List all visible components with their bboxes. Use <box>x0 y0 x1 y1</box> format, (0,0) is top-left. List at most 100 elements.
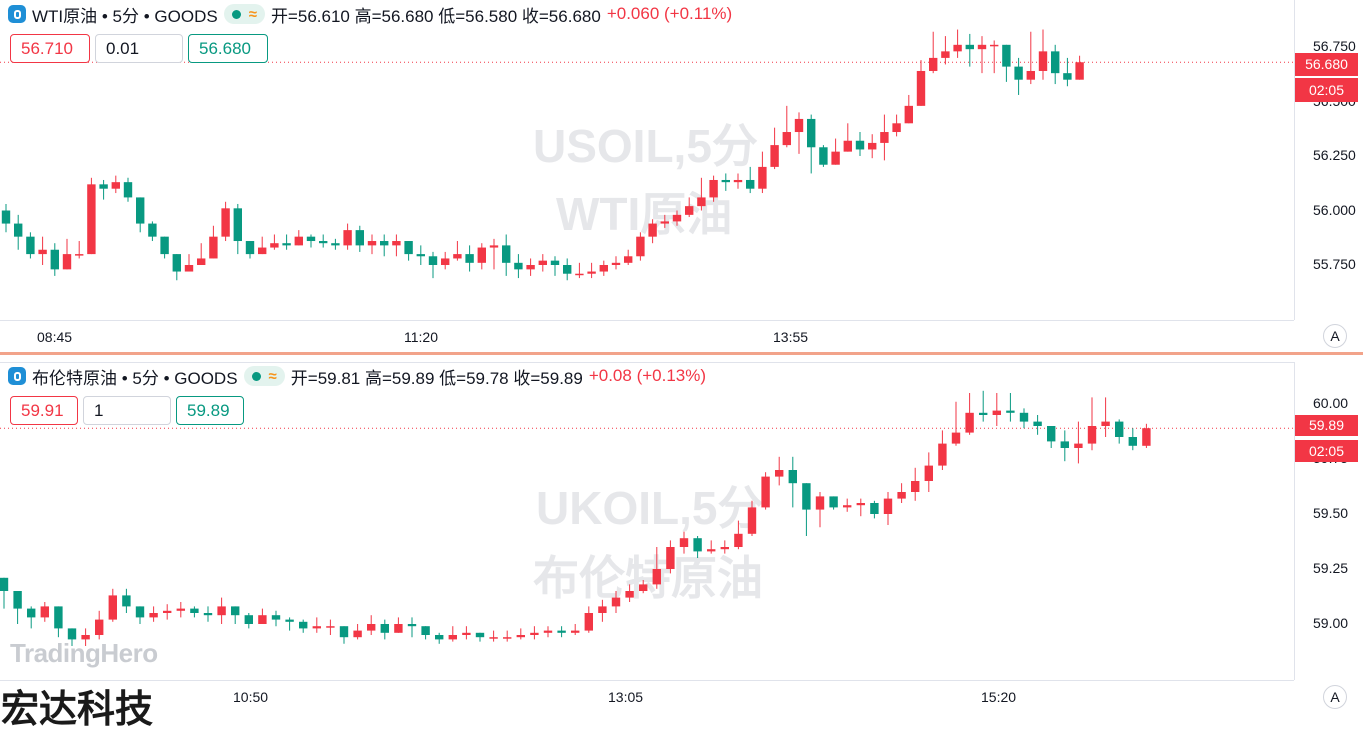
candle-body <box>697 197 706 207</box>
candle-body <box>148 223 157 237</box>
candle-body <box>184 265 194 272</box>
candle-body <box>502 245 511 263</box>
candle-body <box>285 619 294 622</box>
candle-body <box>707 549 716 552</box>
candle-body <box>26 236 35 255</box>
candle-body <box>462 632 471 635</box>
candle-body <box>575 273 584 276</box>
time-axis[interactable]: 08:45 11:20 13:55 <box>0 320 1294 353</box>
price-change: +0.08 (+0.13%) <box>588 366 707 385</box>
candle-body <box>428 256 438 265</box>
ohlc-values: 开=56.610 高=56.680 低=56.580 收=56.680 <box>270 6 601 26</box>
candle-body <box>965 44 974 50</box>
candlestick-chart[interactable] <box>0 0 1294 320</box>
watermark-name: 布伦特原油 <box>533 552 763 604</box>
exchange-logo-icon <box>8 5 26 23</box>
ohlc-values: 开=59.81 高=59.89 低=59.78 收=59.89 <box>290 368 583 388</box>
candle-body <box>720 547 729 550</box>
sell-button[interactable]: 59.91 <box>10 396 78 425</box>
candle-body <box>1115 421 1124 437</box>
watermark-symbol: UKOIL,5分 <box>536 482 764 534</box>
exchange-logo-icon <box>8 367 26 385</box>
candle-body <box>441 258 450 265</box>
candle-body <box>1019 412 1029 422</box>
candle-body <box>1074 443 1083 448</box>
candle-body <box>355 230 364 246</box>
candle-body <box>788 470 797 484</box>
candle-body <box>448 635 457 640</box>
candle-body <box>829 496 838 508</box>
price-tick-label: 56.000 <box>1313 201 1356 218</box>
auto-scale-button[interactable]: A <box>1323 685 1347 709</box>
candle-body <box>831 151 840 165</box>
buy-button[interactable]: 56.680 <box>188 34 268 63</box>
symbol-title[interactable]: WTI原油 • 5分 • GOODS <box>32 6 218 26</box>
buy-button[interactable]: 59.89 <box>176 396 244 425</box>
candle-body <box>319 241 328 244</box>
candle-body <box>421 626 430 635</box>
market-open-dot-icon <box>251 371 261 381</box>
candle-body <box>270 243 279 248</box>
candle-body <box>1128 437 1137 446</box>
candle-body <box>245 241 255 255</box>
candle-body <box>231 606 240 616</box>
candle-body <box>99 184 108 189</box>
candle-body <box>870 503 879 514</box>
candle-body <box>326 626 335 628</box>
candle-body <box>1002 44 1011 67</box>
auto-scale-button[interactable]: A <box>1323 324 1347 348</box>
symbol-title[interactable]: 布伦特原油 • 5分 • GOODS <box>32 368 238 388</box>
wti-chart-panel[interactable]: USOIL,5分 WTI原油 55.75056.00056.25056.5005… <box>0 0 1363 353</box>
price-tick-label: 56.250 <box>1313 147 1356 163</box>
time-label: 15:20 <box>981 689 1017 705</box>
sell-button[interactable]: 56.710 <box>10 34 90 63</box>
candle-body <box>294 236 303 246</box>
candle-body <box>299 621 308 629</box>
quantity-input[interactable]: 1 <box>83 396 171 425</box>
candle-body <box>802 483 811 510</box>
candle-body <box>135 606 145 618</box>
panel-gap <box>0 355 1363 363</box>
candle-body <box>761 476 770 508</box>
status-pill[interactable]: ≈ <box>223 4 265 24</box>
candle-body <box>733 179 743 183</box>
candle-body <box>1014 66 1023 80</box>
candle-body <box>624 256 633 263</box>
candle-body <box>331 243 340 246</box>
candle-body <box>951 432 961 444</box>
price-tick-label: 56.750 <box>1313 38 1356 54</box>
candle-body <box>343 230 352 246</box>
market-open-dot-icon <box>231 9 241 19</box>
candle-body <box>897 492 906 499</box>
candle-body <box>503 637 512 639</box>
time-axis[interactable]: 10:50 13:05 15:20 <box>0 680 1294 713</box>
active-panel-divider[interactable] <box>0 352 1363 355</box>
wave-icon: ≈ <box>248 5 257 23</box>
candle-body <box>149 613 158 618</box>
candle-body <box>892 123 901 133</box>
candle-body <box>672 214 682 222</box>
candle-body <box>794 118 804 133</box>
bar-countdown: 02:05 <box>1295 78 1358 102</box>
status-pill[interactable]: ≈ <box>243 366 285 386</box>
candle-body <box>856 503 865 506</box>
candlestick-chart[interactable] <box>0 362 1294 680</box>
candle-body <box>367 241 377 246</box>
candle-body <box>233 208 242 242</box>
candle-body <box>1 210 11 224</box>
candle-body <box>163 610 172 613</box>
candle-body <box>775 470 784 477</box>
candle-body <box>1060 441 1069 448</box>
candle-body <box>734 533 743 547</box>
watermark-name: WTI原油 <box>556 188 733 240</box>
candle-body <box>598 606 607 613</box>
brent-chart-panel[interactable]: UKOIL,5分 布伦特原油 59.0059.2559.5059.7560.00… <box>0 362 1363 719</box>
candle-body <box>38 249 47 255</box>
candle-body <box>0 577 9 591</box>
candle-body <box>599 265 608 272</box>
quantity-input[interactable]: 0.01 <box>95 34 183 63</box>
candle-body <box>758 166 767 189</box>
candle-body <box>190 608 199 613</box>
candle-body <box>557 630 566 633</box>
candle-body <box>1063 73 1072 80</box>
